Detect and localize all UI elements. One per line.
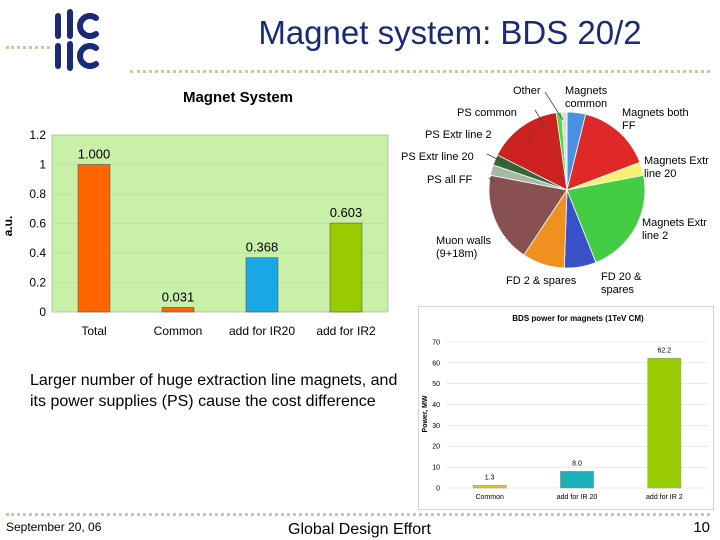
bar [161,307,195,313]
footer-organization: Global Design Effort [288,521,431,538]
y-tick-label: 70 [432,339,440,346]
pie-label: PS all FF [427,174,473,186]
category-label: add for IR 20 [557,494,598,501]
y-tick-label: 0.8 [29,187,46,201]
pie-label: Magnets common [565,85,608,110]
bar-value-label: 1.3 [485,474,495,481]
pie-label: FD 20 & spares [601,271,642,296]
chart3-ylabel: Power, MW [422,395,429,432]
chart1-title: Magnet System [183,89,293,106]
bar [472,484,507,489]
y-tick-label: 60 [432,360,440,367]
magnet-pie-chart: Magnets common Magnets both FF Magnets Extr l… [401,85,709,296]
bar [77,164,111,313]
pie-label: Other [513,85,541,97]
y-tick-label: 30 [432,423,440,430]
y-tick-label: 0.4 [29,246,46,260]
pie-label: PS common [457,107,517,119]
category-label: add for IR20 [229,324,295,338]
bar-value-label: 0.031 [162,289,195,304]
bar-value-label: 62.2 [658,347,672,354]
bar [647,357,682,489]
y-tick-label: 10 [432,465,440,472]
category-label: Total [81,324,106,338]
pie-label: FD 2 & spares [506,275,577,287]
bar [245,257,279,313]
y-tick-label: 0.2 [29,276,46,290]
y-tick-label: 1.2 [29,128,46,142]
y-tick-label: 40 [432,402,440,409]
pie-label: PS Extr line 2 [425,129,492,141]
page-number: 10 [693,519,710,536]
footer-date: September 20, 06 [6,520,102,534]
category-label: add for IR2 [316,324,376,338]
pie-slice [488,174,568,256]
category-label: Common [475,494,504,501]
header-dots-right [130,70,710,73]
pie-label: Magnets Extr line 20 [644,155,709,180]
bds-power-chart: BDS power for magnets (1TeV CM) Power, M… [418,306,714,510]
bar-value-label: 0.368 [246,240,279,255]
bar-value-label: 8.0 [572,460,582,467]
bar [329,222,363,313]
y-tick-label: 1 [39,158,46,172]
bar-value-label: 0.603 [330,205,363,220]
slide-title: Magnet system: BDS 20/2 [258,14,642,51]
pie-label: PS Extr line 20 [401,151,474,163]
pie-label: Magnets Extr line 2 [642,217,707,242]
y-tick-label: 0 [39,305,46,319]
bar [560,471,594,489]
y-tick-label: 0 [436,485,440,492]
category-label: add for IR 2 [646,494,683,501]
category-label: Common [154,324,203,338]
pie-slice [496,112,568,191]
bar-value-label: 1.000 [78,147,111,162]
y-tick-label: 0.6 [29,217,46,231]
pie-label: Muon walls (9+18m) [436,235,492,260]
pie-label: Magnets both FF [622,107,689,132]
ilc-logo-graphic [55,9,99,71]
pie-slice [566,113,641,191]
ilc-logo [52,8,108,72]
y-tick-label: 20 [432,444,440,451]
pie-slice [566,174,646,263]
magnet-system-chart: Magnet System a.u. 0 0.2 0.4 0.6 0.8 1 1.2 1.0… [1,89,389,338]
pie-slice [561,111,568,191]
y-tick-label: 50 [432,381,440,388]
slide-body-text: Larger number of huge extraction line ma… [30,372,398,410]
chart3-title: BDS power for magnets (1TeV CM) [512,314,644,323]
header-dots-left [6,46,50,49]
footer-dots [6,513,710,516]
chart1-ylabel: a.u. [1,216,15,237]
